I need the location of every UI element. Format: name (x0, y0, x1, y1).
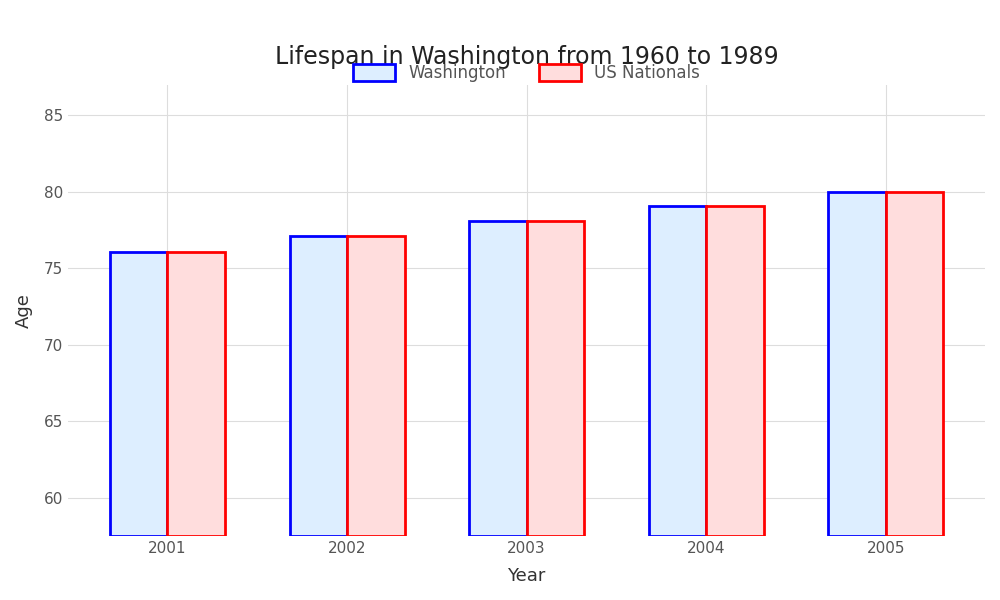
Bar (110, 251, 167, 536)
Bar (886, 192, 943, 536)
Bar (469, 221, 527, 536)
Bar (706, 206, 764, 536)
Title: Lifespan in Washington from 1960 to 1989: Lifespan in Washington from 1960 to 1989 (275, 45, 778, 69)
X-axis label: Year: Year (507, 567, 546, 585)
Bar (167, 251, 225, 536)
Y-axis label: Age: Age (15, 293, 33, 328)
Bar (649, 206, 706, 536)
Bar (290, 236, 347, 536)
Legend: Washington, US Nationals: Washington, US Nationals (347, 57, 707, 89)
Bar (527, 221, 584, 536)
Bar (828, 192, 886, 536)
Bar (347, 236, 405, 536)
